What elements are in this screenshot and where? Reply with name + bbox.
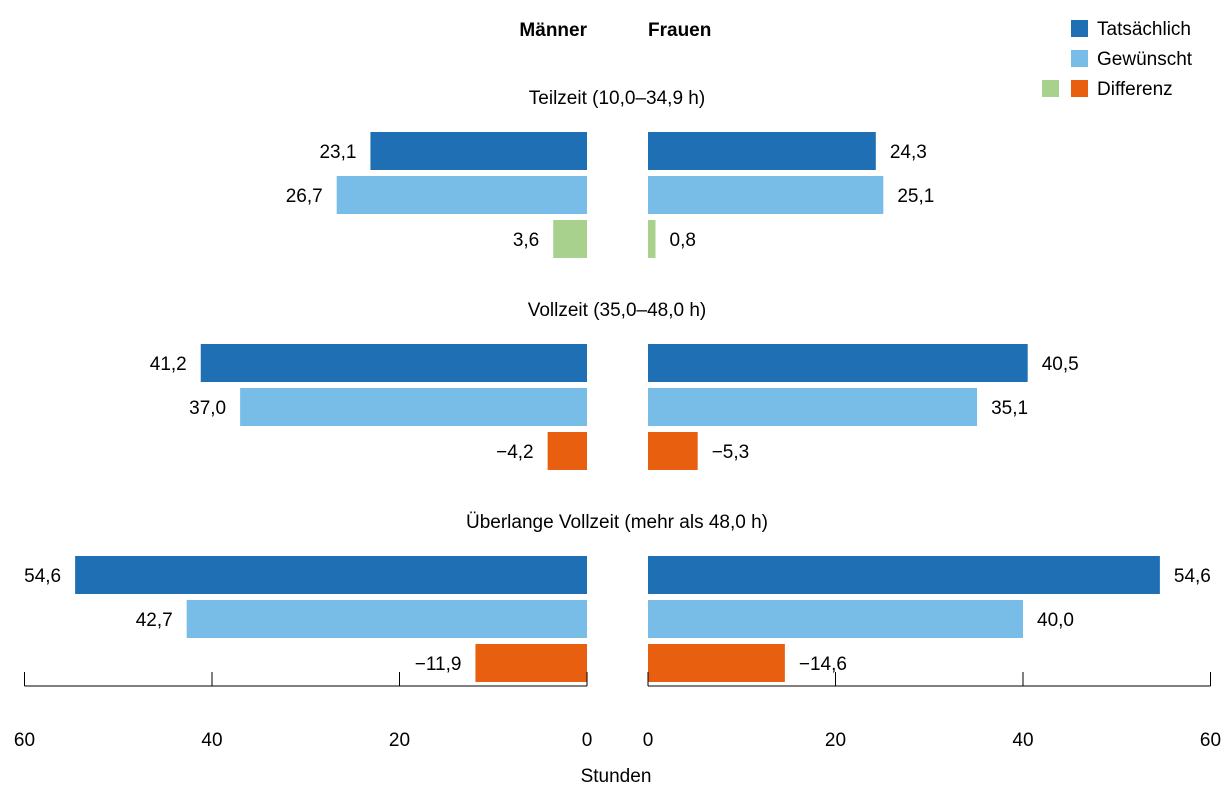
- x-tick-label-frauen: 40: [1012, 730, 1033, 751]
- bar-frauen: [648, 388, 978, 426]
- x-tick-label-frauen: 0: [643, 730, 654, 751]
- data-label-maenner: 3,6: [513, 230, 539, 251]
- bar-frauen: [648, 600, 1023, 638]
- bar-frauen: [648, 220, 656, 258]
- legend-swatch: [1071, 80, 1088, 97]
- x-tick-label-frauen: 60: [1200, 730, 1221, 751]
- legend-label: Gewünscht: [1097, 49, 1193, 70]
- bar-maenner: [186, 600, 587, 638]
- group-title: Vollzeit (35,0–48,0 h): [528, 300, 707, 321]
- data-label-frauen: 40,5: [1042, 354, 1079, 375]
- data-label-frauen: 35,1: [991, 398, 1028, 419]
- bar-frauen: [648, 344, 1028, 382]
- data-label-maenner: 37,0: [189, 398, 226, 419]
- data-label-frauen: 25,1: [897, 186, 934, 207]
- data-label-maenner: 54,6: [24, 566, 61, 587]
- bar-maenner: [553, 220, 587, 258]
- data-label-frauen: 24,3: [890, 142, 927, 163]
- data-label-frauen: 40,0: [1037, 610, 1074, 631]
- bar-frauen: [648, 644, 785, 682]
- data-label-maenner: 23,1: [319, 142, 356, 163]
- legend-swatch: [1071, 50, 1088, 67]
- data-label-frauen: −14,6: [799, 654, 847, 675]
- legend-label: Differenz: [1097, 79, 1173, 100]
- bar-maenner: [240, 388, 587, 426]
- side-header-maenner: Männer: [519, 20, 587, 41]
- data-label-maenner: −11,9: [415, 654, 462, 675]
- bar-frauen: [648, 432, 698, 470]
- legend-swatch: [1042, 80, 1059, 97]
- data-label-maenner: 26,7: [286, 186, 323, 207]
- x-tick-label-maenner: 20: [389, 730, 410, 751]
- data-label-frauen: −5,3: [712, 442, 750, 463]
- group-title: Teilzeit (10,0–34,9 h): [529, 88, 705, 109]
- bar-maenner: [200, 344, 587, 382]
- bar-maenner: [336, 176, 587, 214]
- bar-maenner: [370, 132, 587, 170]
- bar-frauen: [648, 176, 884, 214]
- bar-frauen: [648, 556, 1160, 594]
- side-header-frauen: Frauen: [648, 20, 711, 41]
- data-label-maenner: 42,7: [136, 610, 173, 631]
- bar-maenner: [475, 644, 587, 682]
- bar-maenner: [75, 556, 587, 594]
- data-label-frauen: 0,8: [670, 230, 696, 251]
- bar-frauen: [648, 132, 876, 170]
- x-tick-label-frauen: 20: [825, 730, 846, 751]
- data-label-maenner: −4,2: [496, 442, 534, 463]
- x-tick-label-maenner: 60: [14, 730, 35, 751]
- group-title: Überlange Vollzeit (mehr als 48,0 h): [466, 512, 768, 533]
- bar-maenner: [547, 432, 587, 470]
- x-axis-title: Stunden: [581, 766, 652, 785]
- data-label-frauen: 54,6: [1174, 566, 1211, 587]
- legend-label: Tatsächlich: [1097, 19, 1191, 40]
- x-tick-label-maenner: 0: [582, 730, 593, 751]
- data-label-maenner: 41,2: [150, 354, 187, 375]
- legend-swatch: [1071, 20, 1088, 37]
- x-tick-label-maenner: 40: [201, 730, 222, 751]
